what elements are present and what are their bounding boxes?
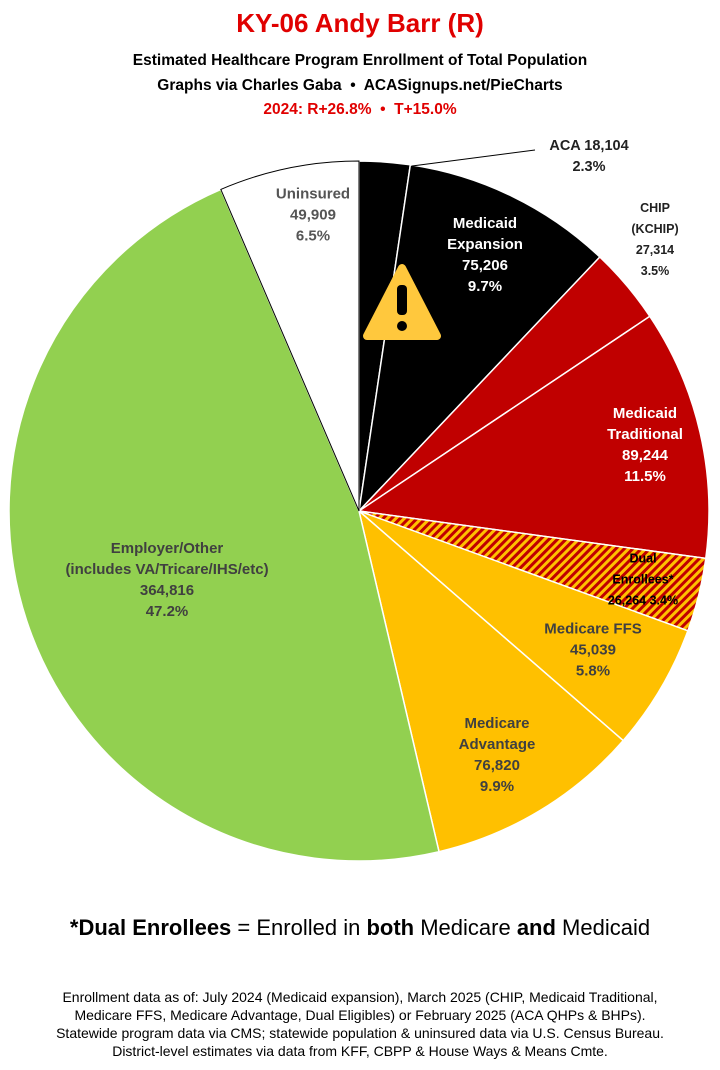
slice-label: Medicare Advantage 76,820 9.9% — [459, 713, 536, 797]
election-note: 2024: R+26.8% • T+15.0% — [263, 101, 457, 118]
slice-label: Dual Enrollees* 26,264 3.4% — [605, 549, 682, 612]
category-label: Employer/Other (includes VA/Tricare/IHS/… — [65, 540, 269, 578]
value-label: 49,909 — [290, 206, 336, 224]
pie-slice — [356, 315, 710, 560]
percent-label: 9.9% — [479, 778, 515, 795]
slice-label: Medicaid Traditional 89,244 11.5% — [607, 403, 683, 487]
percent-label: 3.5% — [640, 264, 670, 278]
source-note: Enrollment data as of: July 2024 (Medica… — [0, 988, 720, 1060]
value-label: 75,206 — [462, 257, 508, 274]
percent-label: 3.4% — [649, 593, 679, 608]
category-label: Medicare Advantage — [458, 715, 536, 753]
value-label: 45,039 — [570, 641, 616, 659]
pie-slice — [358, 510, 689, 742]
value-label: 26,264 — [607, 593, 647, 608]
percent-label: 5.8% — [575, 662, 611, 680]
value-label: 18,104 — [584, 138, 629, 154]
pie-slice — [8, 188, 440, 862]
category-label: Medicaid Expansion — [447, 215, 523, 253]
percent-label: 9.7% — [467, 278, 503, 295]
value-label: 27,314 — [635, 243, 675, 257]
footnote-part: both — [366, 915, 415, 940]
percent-label: 6.5% — [295, 227, 331, 245]
source-line: Enrollment data as of: July 2024 (Medica… — [62, 989, 658, 1005]
value-label: 89,244 — [622, 447, 668, 464]
slice-label: ACA 18,104 2.3% — [549, 136, 628, 178]
footnote-part: Medicaid — [555, 915, 651, 940]
warning-icon — [363, 264, 441, 340]
category-label: Medicare FFS — [544, 620, 642, 638]
percent-label: 2.3% — [572, 159, 606, 175]
percent-label: 47.2% — [145, 603, 189, 620]
pie-slice — [220, 160, 360, 512]
percent-label: 11.5% — [624, 468, 666, 485]
slice-label: Medicaid Expansion 75,206 9.7% — [447, 213, 523, 297]
pie-slice — [357, 508, 625, 853]
category-label: Dual Enrollees* — [612, 551, 674, 587]
category-label: ACA — [549, 138, 581, 154]
category-label: Uninsured — [275, 185, 351, 203]
footnote-part: *Dual Enrollees — [69, 915, 232, 940]
source-line: District-level estimates via data from K… — [112, 1043, 608, 1059]
subtitle: Graphs via Charles Gaba • ACASignups.net… — [157, 77, 563, 94]
footnote-part: = Enrolled in — [231, 915, 367, 940]
footnote: *Dual Enrollees = Enrolled in both Medic… — [0, 915, 720, 941]
slice-label: Medicare FFS 45,039 5.8% — [544, 619, 642, 682]
chart-title: KY-06 Andy Barr (R) — [236, 8, 484, 38]
category-label: CHIP (KCHIP) — [631, 201, 679, 236]
pie-slice — [357, 163, 601, 514]
category-label: Medicaid Traditional — [607, 405, 683, 443]
slice-label: Employer/Other (includes VA/Tricare/IHS/… — [65, 538, 268, 622]
source-line: Medicare FFS, Medicare Advantage, Dual E… — [74, 1007, 646, 1023]
slice-label: CHIP (KCHIP) 27,314 3.5% — [623, 198, 688, 282]
leader-line — [411, 149, 536, 167]
value-label: 364,816 — [139, 582, 195, 599]
source-line: Statewide program data via CMS; statewid… — [56, 1025, 664, 1041]
footnote-part: and — [516, 915, 556, 940]
slice-label: Uninsured 49,909 6.5% — [276, 184, 350, 247]
subtitle: Estimated Healthcare Program Enrollment … — [132, 52, 588, 69]
footnote-part: Medicare — [414, 915, 517, 940]
value-label: 76,820 — [474, 757, 520, 774]
